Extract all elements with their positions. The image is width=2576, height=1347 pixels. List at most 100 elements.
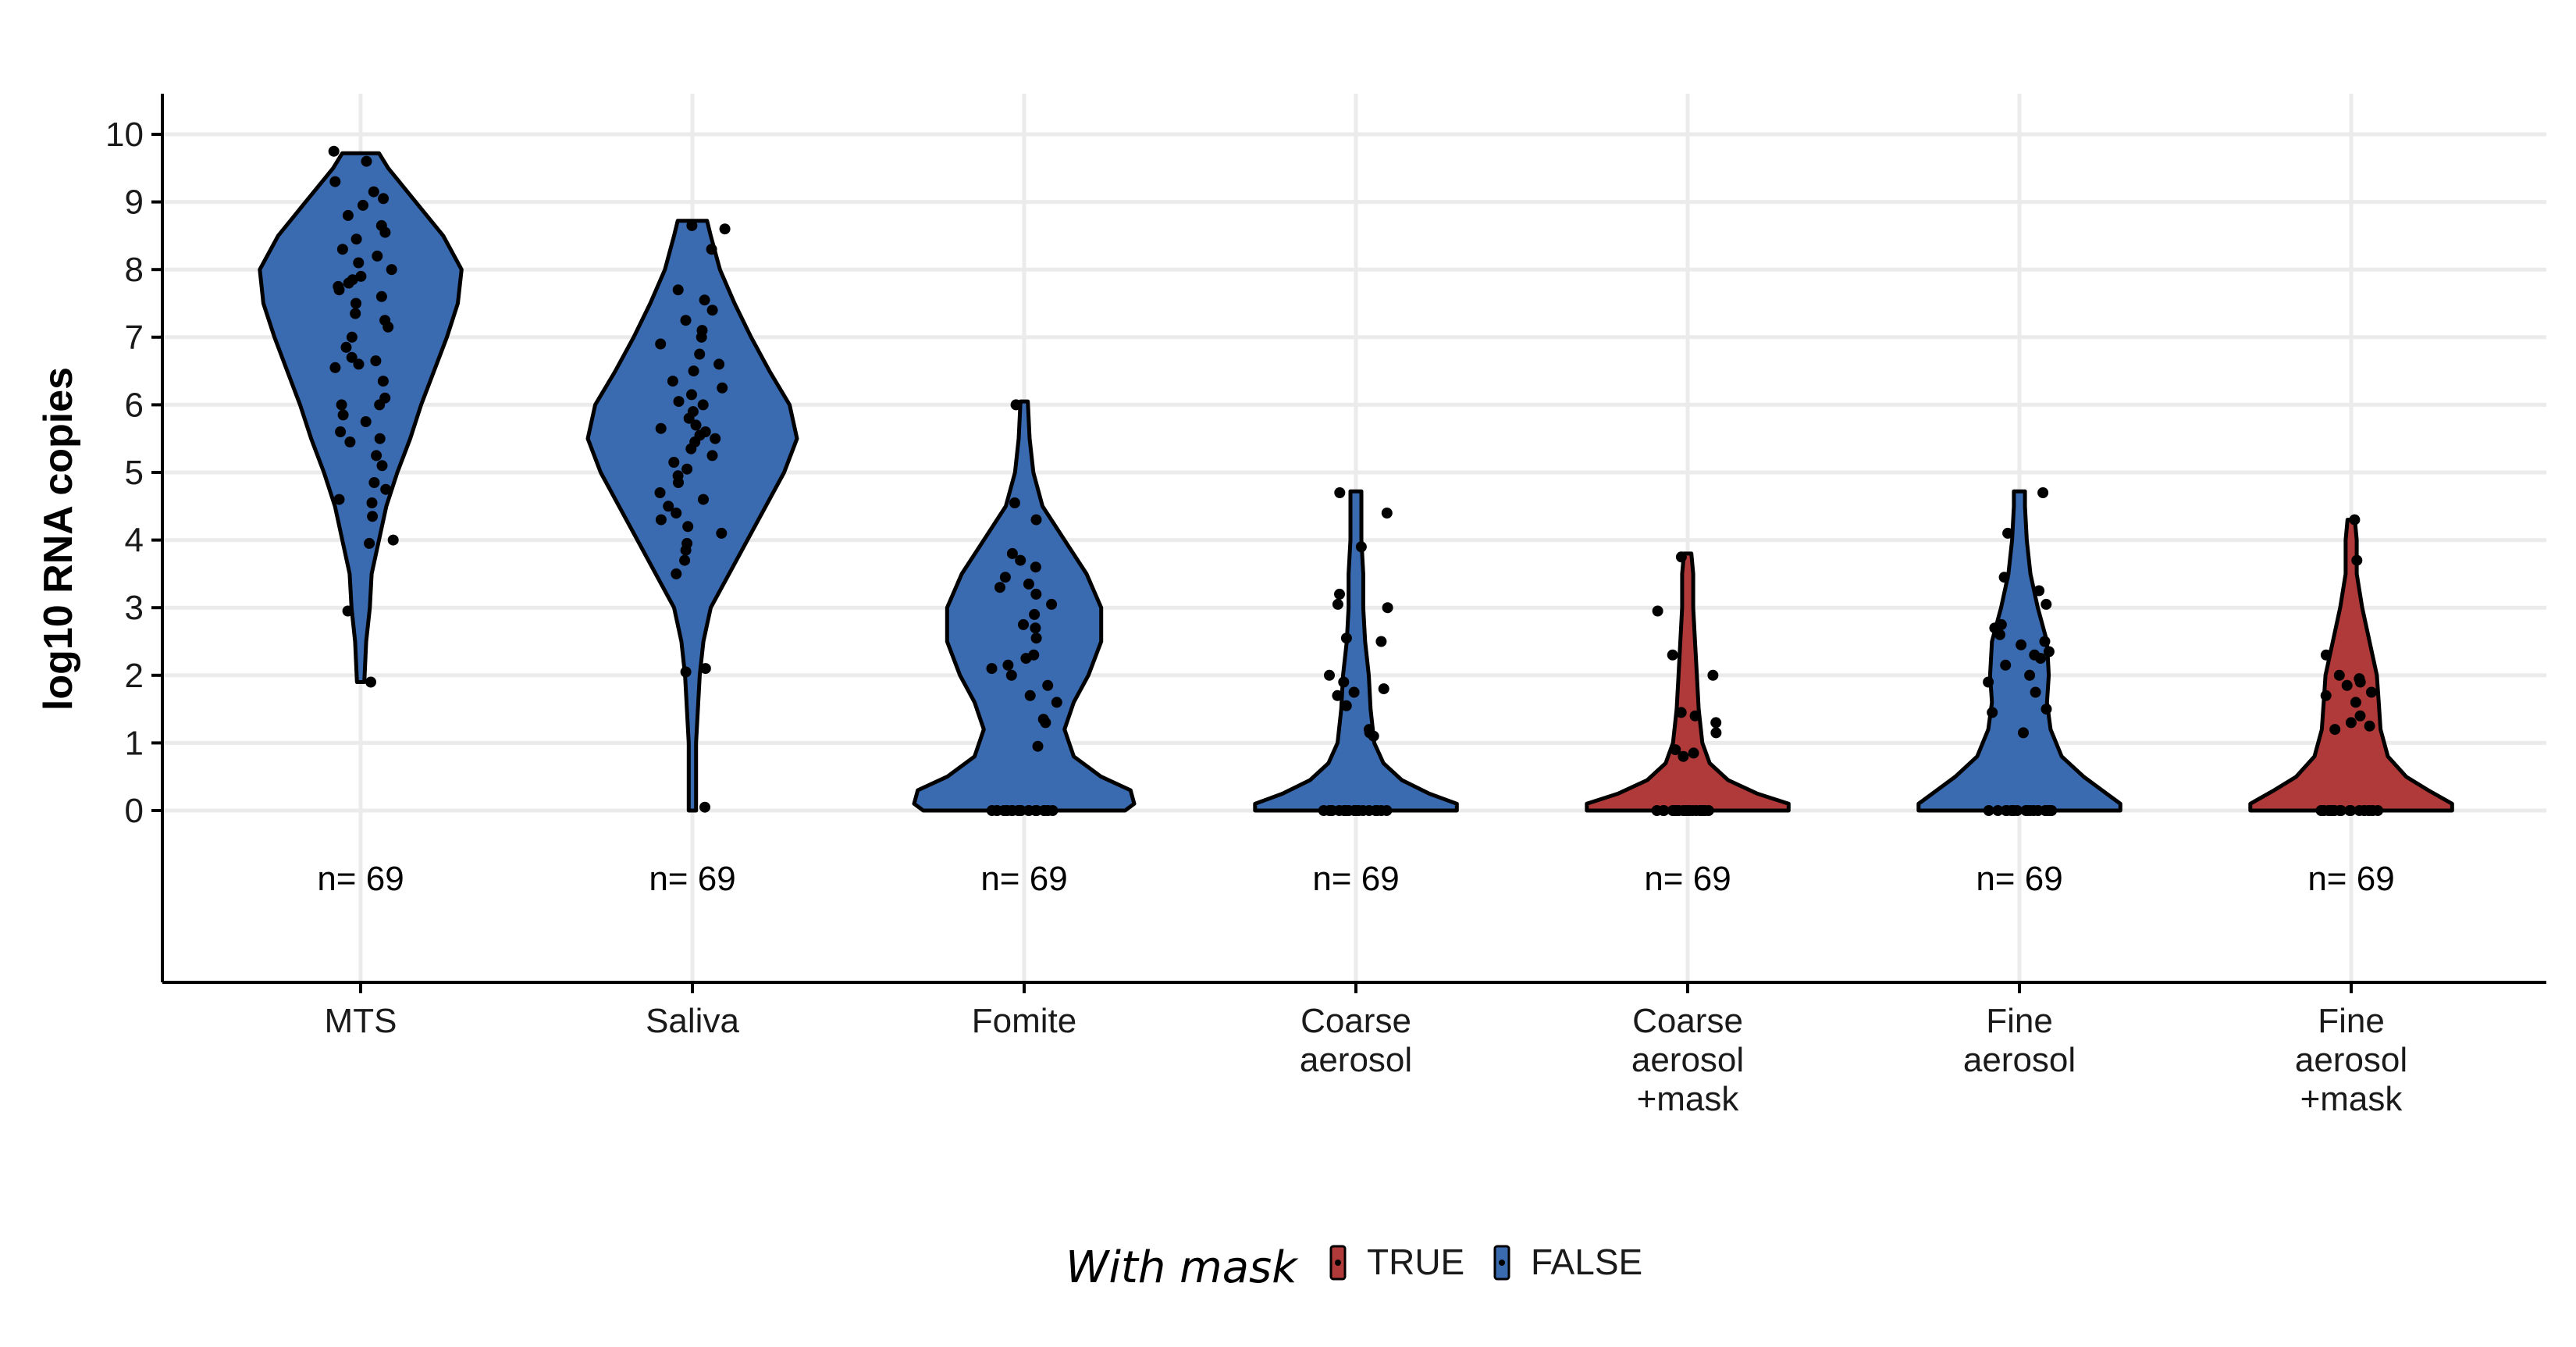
data-point: [1678, 750, 1689, 762]
data-point: [2345, 805, 2357, 816]
data-point: [655, 422, 667, 434]
data-point: [698, 494, 709, 505]
data-point: [1006, 547, 1018, 559]
x-tick-label: Coarse: [1300, 1002, 1411, 1040]
data-point: [368, 477, 380, 488]
data-point: [1355, 541, 1367, 553]
data-point: [2366, 686, 2377, 698]
data-point: [1332, 690, 1343, 701]
violin-4: [1585, 551, 1791, 813]
data-point: [364, 537, 375, 549]
data-point: [2000, 659, 2012, 671]
data-point: [999, 572, 1011, 583]
data-point: [1024, 690, 1036, 701]
data-point: [2372, 805, 2384, 816]
data-point: [2351, 554, 2363, 566]
data-point: [1343, 805, 1354, 816]
data-point: [716, 527, 728, 539]
data-point: [680, 666, 692, 678]
data-point: [370, 355, 382, 367]
sample-size-labels: n= 69 n= 69 n= 69 n= 69 n= 69 n= 69 n= 69: [317, 860, 2394, 898]
data-point: [1995, 618, 2007, 630]
data-point: [366, 497, 378, 508]
data-point: [1324, 669, 1335, 681]
data-point: [994, 582, 1005, 593]
data-point: [694, 348, 706, 360]
data-point: [986, 805, 998, 816]
data-point: [1334, 487, 1346, 498]
data-point: [686, 389, 697, 401]
x-tick-label: MTS: [325, 1002, 397, 1040]
data-point: [1042, 679, 1054, 691]
data-point: [2024, 669, 2036, 681]
data-point: [1375, 805, 1387, 816]
data-point: [1381, 508, 1393, 518]
legend-entries: TRUE FALSE: [1329, 1242, 1642, 1282]
data-point: [333, 494, 345, 505]
data-point: [376, 460, 388, 472]
n-label: n= 69: [1312, 860, 1399, 898]
data-point: [1338, 676, 1350, 688]
data-point: [1046, 598, 1058, 610]
data-point: [336, 399, 347, 411]
data-point: [360, 416, 372, 427]
data-point: [1030, 514, 1042, 526]
data-point: [2363, 805, 2375, 816]
data-point: [1998, 572, 2010, 583]
data-point: [371, 450, 382, 461]
x-tick-label: aerosol: [2295, 1041, 2407, 1079]
data-point: [696, 325, 708, 337]
data-point: [1023, 805, 1035, 816]
data-point: [682, 521, 694, 533]
data-point: [673, 396, 685, 408]
data-point: [1038, 805, 1050, 816]
x-tick-label: Fine: [2318, 1002, 2385, 1040]
n-label: n= 69: [317, 860, 404, 898]
data-point: [2329, 724, 2341, 736]
data-point: [1332, 598, 1343, 610]
data-point: [340, 341, 352, 353]
data-point: [1657, 805, 1669, 816]
data-point: [1325, 805, 1337, 816]
data-point: [668, 457, 680, 468]
y-tick-label: 7: [125, 319, 144, 357]
data-point: [2039, 636, 2051, 647]
data-point: [368, 186, 379, 198]
data-point: [1678, 805, 1689, 816]
data-point: [355, 270, 367, 282]
violins: [258, 151, 2454, 813]
violin-6: [2248, 518, 2454, 813]
data-point: [667, 376, 678, 387]
data-point: [2002, 527, 2014, 539]
data-point: [346, 331, 358, 343]
data-point: [655, 514, 667, 526]
data-point: [378, 193, 390, 205]
data-point: [375, 219, 387, 231]
data-point: [680, 315, 692, 326]
data-point: [1005, 669, 1017, 681]
x-tick-label: +mask: [2300, 1080, 2403, 1118]
data-point: [358, 199, 368, 211]
data-point: [1029, 608, 1041, 620]
legend-key-dot: [1335, 1260, 1341, 1266]
data-point: [1348, 686, 1360, 698]
data-point: [1675, 707, 1687, 718]
y-axis-title: log10 RNA copies: [36, 367, 81, 711]
data-point: [1030, 588, 1042, 600]
legend-label: TRUE: [1367, 1242, 1464, 1282]
data-point: [2349, 514, 2361, 526]
data-point: [1675, 551, 1687, 563]
data-point: [699, 294, 710, 306]
data-point: [2030, 686, 2041, 698]
violin-3: [1253, 489, 1459, 813]
y-tick-label: 6: [125, 386, 144, 424]
data-point: [2320, 649, 2332, 661]
data-point: [336, 244, 348, 255]
x-tick-label: aerosol: [1963, 1041, 2076, 1079]
data-point: [1375, 636, 1387, 647]
data-point: [671, 508, 682, 518]
data-point: [654, 487, 666, 498]
data-point: [717, 382, 728, 394]
data-point: [986, 663, 998, 675]
